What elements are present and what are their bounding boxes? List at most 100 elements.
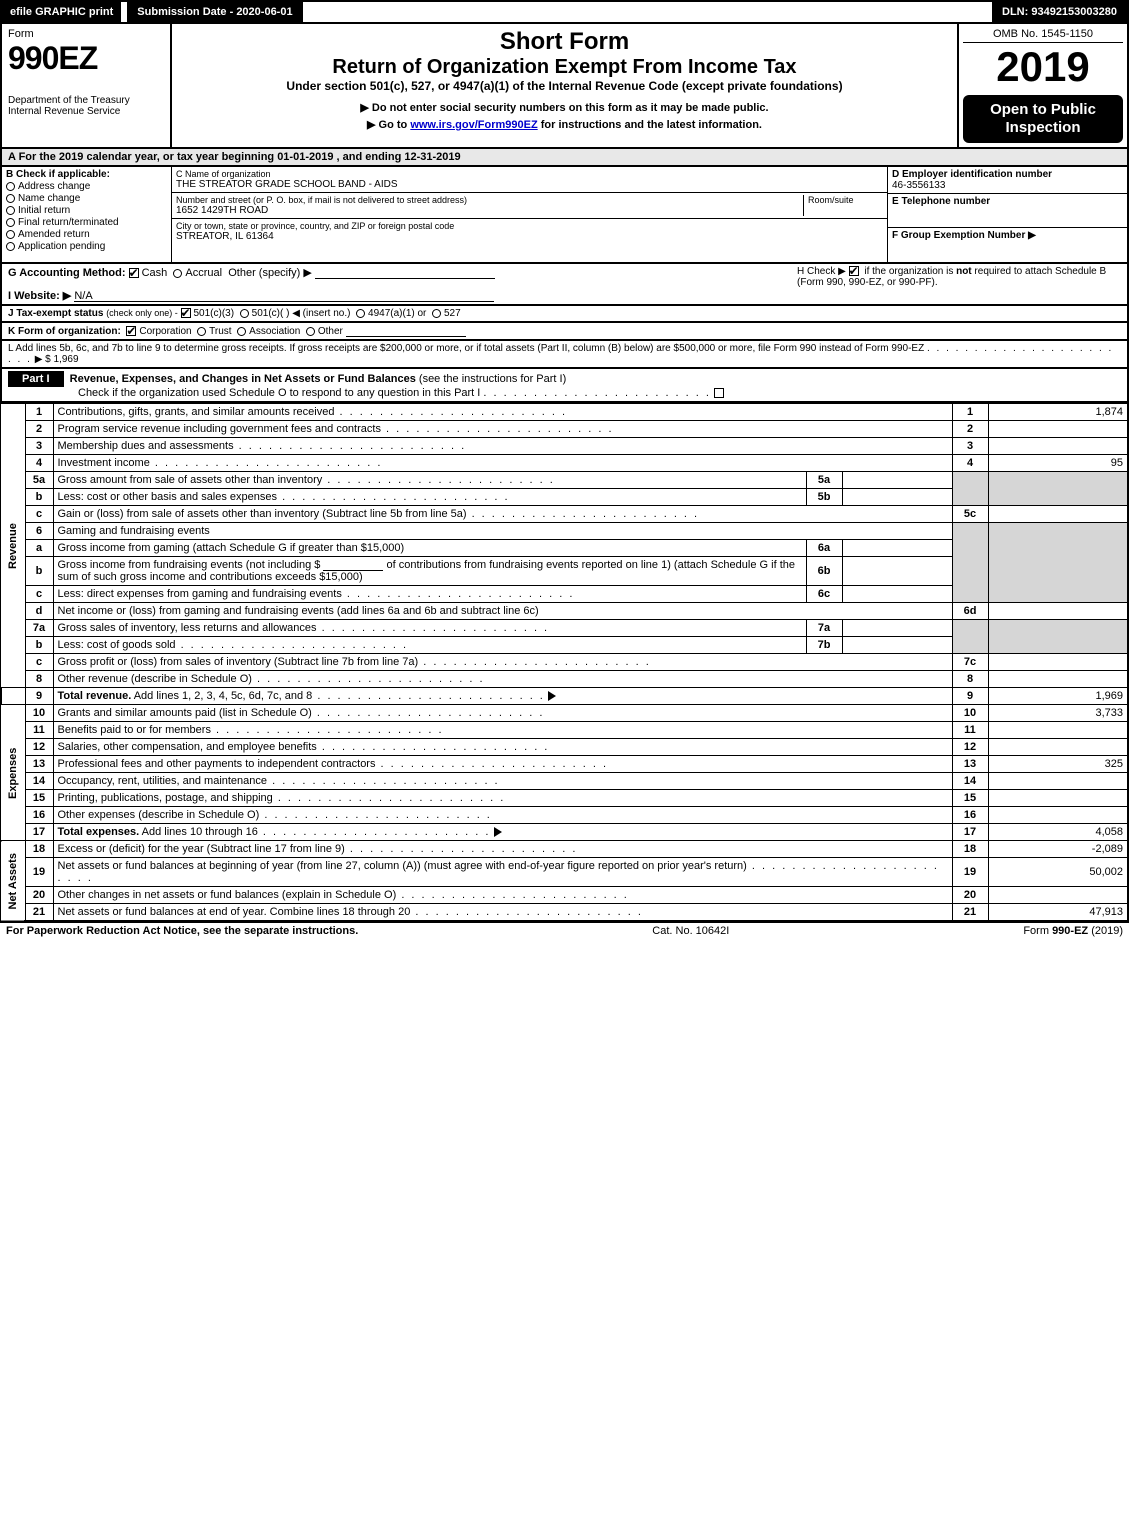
row18-num: 18 [952, 841, 988, 858]
l-text: L Add lines 5b, 6c, and 7b to line 9 to … [8, 343, 924, 354]
footer-form-yr: (2019) [1088, 925, 1123, 937]
ck-schedule-o[interactable] [714, 388, 724, 398]
col-b-checkboxes: B Check if applicable: Address change Na… [2, 167, 172, 262]
h-text3: required to attach Schedule B [974, 266, 1106, 277]
website-value: N/A [74, 290, 92, 302]
ck-name-change[interactable]: Name change [6, 193, 167, 204]
row14-desc: Occupancy, rent, utilities, and maintena… [58, 775, 268, 787]
part1-instr: (see the instructions for Part I) [419, 373, 566, 385]
ck-initial-return[interactable]: Initial return [6, 205, 167, 216]
c-city-label: City or town, state or province, country… [176, 221, 883, 231]
row6c-sub: 6c [806, 586, 842, 603]
row7a-sub: 7a [806, 620, 842, 637]
ck-501c[interactable] [240, 309, 249, 318]
row8-val [988, 671, 1128, 688]
line-h: H Check ▶ if the organization is not req… [791, 266, 1121, 302]
expenses-side-label: Expenses [1, 705, 25, 841]
row7a-subval [842, 620, 952, 637]
ck-name-change-label: Name change [18, 193, 80, 204]
k-label: K Form of organization: [8, 326, 121, 337]
row11-val [988, 722, 1128, 739]
ck-4947[interactable] [356, 309, 365, 318]
col-d-e-f: D Employer identification number 46-3556… [887, 167, 1127, 262]
arrow-icon [548, 691, 556, 701]
irs-link[interactable]: www.irs.gov/Form990EZ [410, 119, 537, 131]
part1-table: Revenue 1 Contributions, gifts, grants, … [0, 403, 1129, 922]
ck-accrual[interactable] [173, 269, 182, 278]
netassets-side-label: Net Assets [1, 841, 25, 922]
row16-num: 16 [952, 807, 988, 824]
row1-num: 1 [952, 404, 988, 421]
return-title: Return of Organization Exempt From Incom… [178, 56, 951, 79]
row4-num: 4 [952, 455, 988, 472]
org-info-grid: B Check if applicable: Address change Na… [0, 167, 1129, 264]
row9-val: 1,969 [988, 688, 1128, 705]
j-501c3: 501(c)(3) [194, 308, 235, 319]
row9-desc2: Add lines 1, 2, 3, 4, 5c, 6d, 7c, and 8 [131, 690, 312, 702]
form-number: 990EZ [8, 40, 164, 77]
row4-val: 95 [988, 455, 1128, 472]
row9-num: 9 [952, 688, 988, 705]
goto-line: ▶ Go to www.irs.gov/Form990EZ for instru… [178, 118, 951, 131]
part1-header: Part I Revenue, Expenses, and Changes in… [0, 369, 1129, 403]
row7c-num: 7c [952, 654, 988, 671]
ck-h[interactable] [849, 266, 859, 276]
ck-other-org[interactable] [306, 327, 315, 336]
top-bar: efile GRAPHIC print Submission Date - 20… [0, 0, 1129, 24]
ck-address-change[interactable]: Address change [6, 181, 167, 192]
ck-application-pending[interactable]: Application pending [6, 241, 167, 252]
row7b-subval [842, 637, 952, 654]
h-text2: if the organization is [864, 266, 956, 277]
ck-cash[interactable] [129, 268, 139, 278]
k-other-input[interactable] [346, 325, 466, 337]
ck-final-return[interactable]: Final return/terminated [6, 217, 167, 228]
irs-label: Internal Revenue Service [8, 106, 164, 117]
website-input[interactable]: N/A [74, 290, 494, 302]
row14-val [988, 773, 1128, 790]
ck-527[interactable] [432, 309, 441, 318]
efile-print-label[interactable]: efile GRAPHIC print [2, 2, 121, 22]
ck-application-pending-label: Application pending [18, 241, 105, 252]
ln-1: 1 [25, 404, 53, 421]
b-label: B Check if applicable: [6, 169, 167, 180]
row5a-desc: Gross amount from sale of assets other t… [58, 474, 323, 486]
j-label: J Tax-exempt status [8, 308, 103, 319]
row6b-amount-input[interactable] [323, 559, 383, 571]
row15-desc: Printing, publications, postage, and shi… [58, 792, 273, 804]
row12-num: 12 [952, 739, 988, 756]
row14-num: 14 [952, 773, 988, 790]
row7b-desc: Less: cost of goods sold [58, 639, 176, 651]
row18-val: -2,089 [988, 841, 1128, 858]
dept-treasury: Department of the Treasury [8, 95, 164, 106]
row3-num: 3 [952, 438, 988, 455]
row20-num: 20 [952, 887, 988, 904]
revenue-side-label: Revenue [1, 404, 25, 688]
open-inspection-badge: Open to Public Inspection [963, 95, 1123, 143]
e-phone-label: E Telephone number [892, 196, 1123, 207]
org-name: THE STREATOR GRADE SCHOOL BAND - AIDS [176, 179, 883, 190]
row16-val [988, 807, 1128, 824]
header-left: Form 990EZ Department of the Treasury In… [2, 24, 172, 147]
g-other-input[interactable] [315, 267, 495, 279]
footer-form-num: 990-EZ [1052, 925, 1088, 937]
row3-val [988, 438, 1128, 455]
row13-num: 13 [952, 756, 988, 773]
ck-corporation[interactable] [126, 326, 136, 336]
row21-desc: Net assets or fund balances at end of ye… [58, 906, 411, 918]
ck-trust[interactable] [197, 327, 206, 336]
row6-desc: Gaming and fundraising events [53, 523, 952, 540]
ck-amended-return-label: Amended return [18, 229, 90, 240]
row7c-val [988, 654, 1128, 671]
row6b-desc: Gross income from fundraising events (no… [58, 559, 321, 571]
h-not: not [956, 266, 972, 277]
row2-val [988, 421, 1128, 438]
ck-amended-return[interactable]: Amended return [6, 229, 167, 240]
line-g: G Accounting Method: Cash Accrual Other … [8, 266, 791, 279]
row6a-sub: 6a [806, 540, 842, 557]
ck-501c3[interactable] [181, 308, 191, 318]
part1-checkline: Check if the organization used Schedule … [78, 387, 480, 399]
ck-association[interactable] [237, 327, 246, 336]
row3-desc: Membership dues and assessments [58, 440, 234, 452]
d-ein-label: D Employer identification number [892, 169, 1123, 180]
row19-desc: Net assets or fund balances at beginning… [58, 860, 747, 872]
